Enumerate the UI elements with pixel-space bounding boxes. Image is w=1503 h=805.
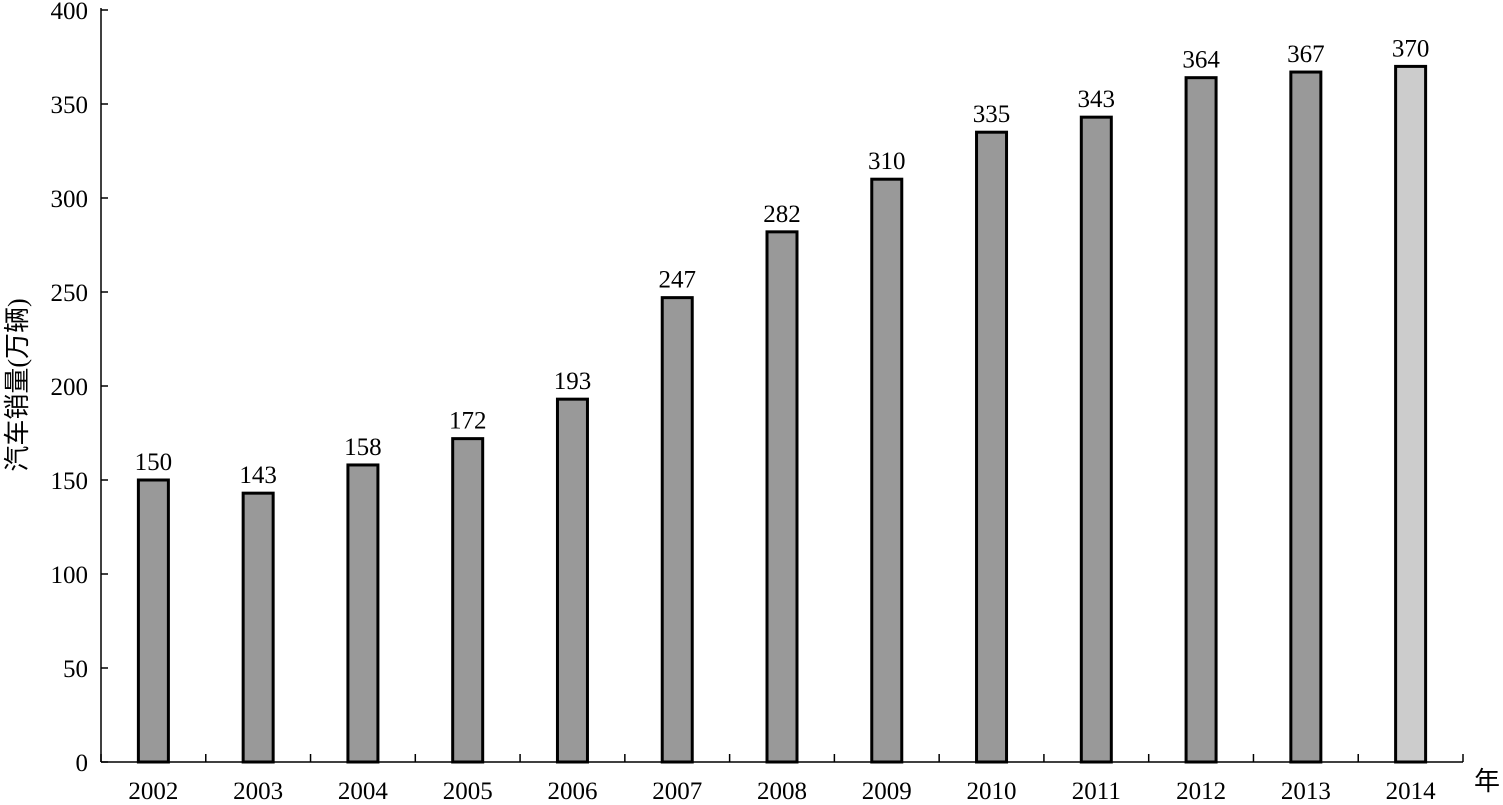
x-tick-label-2009: 2009 <box>862 778 912 801</box>
y-tick-label-350: 350 <box>51 92 89 119</box>
y-tick-label-300: 300 <box>51 186 89 213</box>
data-label-2005: 172 <box>449 408 487 435</box>
x-tick-label-2005: 2005 <box>443 778 493 801</box>
data-label-2003: 143 <box>239 462 277 489</box>
data-label-2009: 310 <box>868 148 906 175</box>
bar-2007 <box>660 296 694 764</box>
bars-layer <box>136 64 1428 764</box>
x-tick-label-2013: 2013 <box>1281 778 1331 801</box>
x-tick-label-2006: 2006 <box>547 778 597 801</box>
bar-2003 <box>241 491 275 764</box>
y-tick-label-50: 50 <box>63 656 88 683</box>
data-label-2013: 367 <box>1287 41 1325 68</box>
x-axis-title: 年 <box>1474 767 1500 796</box>
axes-layer <box>100 8 1464 763</box>
data-label-2006: 193 <box>554 368 592 395</box>
y-tick-label-250: 250 <box>51 280 89 307</box>
x-tick-label-2012: 2012 <box>1176 778 1226 801</box>
y-tick-label-150: 150 <box>51 468 89 495</box>
y-tick-label-0: 0 <box>76 750 89 777</box>
bar-2006 <box>555 397 589 764</box>
y-axis-title: 汽车销量(万辆) <box>3 298 32 471</box>
x-tick-label-2007: 2007 <box>652 778 702 801</box>
data-label-2007: 247 <box>658 267 696 294</box>
bar-2010 <box>975 130 1009 764</box>
data-label-2012: 364 <box>1182 47 1220 74</box>
x-tick-label-2003: 2003 <box>233 778 283 801</box>
x-tick-label-2010: 2010 <box>967 778 1017 801</box>
data-label-2014: 370 <box>1392 35 1430 62</box>
y-tick-label-100: 100 <box>51 562 89 589</box>
x-tick-label-2004: 2004 <box>338 778 389 801</box>
bar-2008 <box>765 230 799 764</box>
y-tick-label-200: 200 <box>51 374 89 401</box>
x-tick-label-2014: 2014 <box>1386 778 1437 801</box>
x-tick-label-2011: 2011 <box>1072 778 1121 801</box>
data-label-2008: 282 <box>763 201 801 228</box>
y-tick-label-400: 400 <box>51 0 89 25</box>
bar-2011 <box>1079 115 1113 764</box>
bar-2004 <box>346 463 380 764</box>
x-tick-label-2002: 2002 <box>128 778 178 801</box>
x-tick-label-2008: 2008 <box>757 778 807 801</box>
bar-2013 <box>1289 70 1323 764</box>
bar-2014 <box>1394 64 1428 764</box>
bar-2009 <box>870 177 904 764</box>
bar-2005 <box>451 437 485 764</box>
data-label-2011: 343 <box>1078 86 1116 113</box>
data-label-2010: 335 <box>973 101 1011 128</box>
bar-2012 <box>1184 76 1218 764</box>
data-label-2004: 158 <box>344 434 382 461</box>
bar-2002 <box>136 478 170 764</box>
data-label-2002: 150 <box>135 449 173 476</box>
